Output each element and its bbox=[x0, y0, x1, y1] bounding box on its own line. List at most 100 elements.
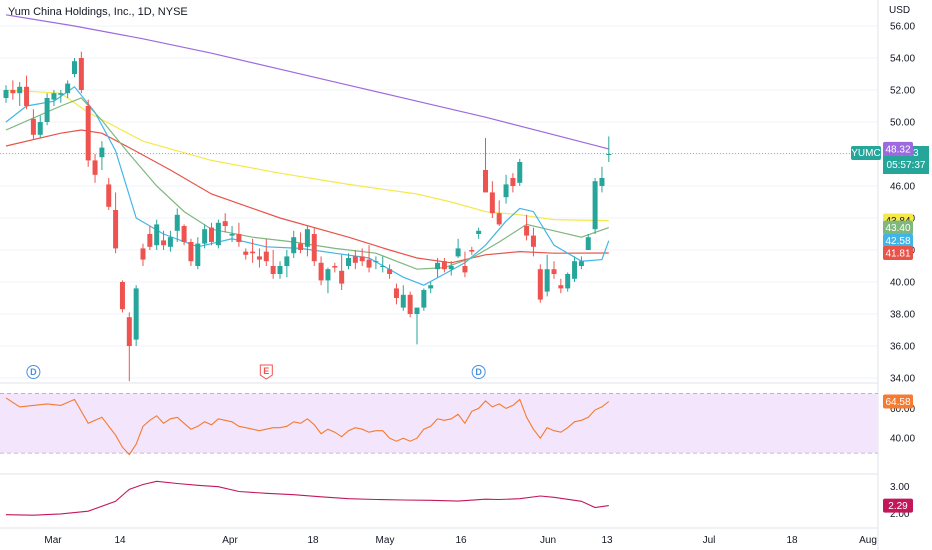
candle[interactable] bbox=[37, 115, 43, 138]
candle-body[interactable] bbox=[544, 269, 550, 292]
candle-body[interactable] bbox=[435, 262, 441, 270]
candle[interactable] bbox=[195, 237, 201, 270]
candle[interactable] bbox=[448, 261, 454, 276]
candle-body[interactable] bbox=[181, 226, 187, 242]
candle[interactable] bbox=[256, 248, 262, 268]
candle-body[interactable] bbox=[352, 256, 358, 263]
candle[interactable] bbox=[99, 141, 105, 170]
candle-body[interactable] bbox=[37, 122, 43, 135]
candle[interactable] bbox=[10, 80, 16, 100]
candle-body[interactable] bbox=[469, 250, 475, 252]
candle-body[interactable] bbox=[113, 210, 119, 249]
candle[interactable] bbox=[537, 264, 543, 303]
candle[interactable] bbox=[181, 224, 187, 246]
candle-body[interactable] bbox=[339, 270, 345, 284]
candle-body[interactable] bbox=[455, 248, 461, 257]
candle[interactable] bbox=[599, 166, 605, 193]
candles[interactable] bbox=[3, 51, 612, 382]
candle-body[interactable] bbox=[428, 285, 434, 289]
candle-body[interactable] bbox=[24, 86, 30, 106]
candle-body[interactable] bbox=[503, 184, 509, 198]
candle[interactable] bbox=[51, 90, 57, 106]
earnings-marker[interactable]: E bbox=[259, 364, 273, 380]
candle[interactable] bbox=[441, 258, 447, 273]
candle[interactable] bbox=[428, 282, 434, 294]
candle-body[interactable] bbox=[209, 227, 214, 242]
candle[interactable] bbox=[243, 248, 249, 260]
candle-body[interactable] bbox=[10, 90, 16, 94]
candle-body[interactable] bbox=[119, 282, 125, 310]
candle-body[interactable] bbox=[92, 160, 98, 175]
candle-body[interactable] bbox=[517, 162, 523, 183]
candle[interactable] bbox=[24, 75, 30, 110]
candle[interactable] bbox=[524, 214, 530, 241]
candle[interactable] bbox=[585, 234, 591, 250]
candle-body[interactable] bbox=[270, 266, 276, 274]
dividend-marker[interactable]: D bbox=[26, 365, 41, 379]
candle-body[interactable] bbox=[250, 251, 256, 254]
candle-body[interactable] bbox=[277, 266, 283, 274]
candle[interactable] bbox=[387, 264, 393, 279]
candle-body[interactable] bbox=[58, 93, 64, 95]
candle[interactable] bbox=[304, 226, 310, 257]
candle-body[interactable] bbox=[400, 294, 406, 308]
candle[interactable] bbox=[311, 227, 317, 266]
candle[interactable] bbox=[167, 230, 173, 252]
candle-body[interactable] bbox=[578, 261, 584, 266]
candle[interactable] bbox=[236, 222, 242, 247]
candle[interactable] bbox=[3, 85, 9, 103]
candle-body[interactable] bbox=[263, 251, 269, 262]
candle[interactable] bbox=[215, 219, 221, 249]
candle[interactable] bbox=[229, 226, 235, 242]
candle[interactable] bbox=[407, 291, 413, 318]
candle[interactable] bbox=[496, 200, 502, 226]
candle-body[interactable] bbox=[421, 290, 427, 308]
candle[interactable] bbox=[140, 243, 146, 266]
candle[interactable] bbox=[44, 93, 50, 126]
candle-body[interactable] bbox=[140, 248, 146, 260]
candle[interactable] bbox=[435, 258, 441, 278]
candle-body[interactable] bbox=[585, 237, 591, 250]
candle-body[interactable] bbox=[154, 224, 160, 246]
candle[interactable] bbox=[503, 174, 509, 204]
candle-body[interactable] bbox=[3, 90, 9, 98]
candle-body[interactable] bbox=[256, 256, 262, 260]
candle[interactable] bbox=[530, 227, 536, 257]
candle[interactable] bbox=[78, 51, 84, 94]
candle[interactable] bbox=[455, 238, 461, 258]
candle-body[interactable] bbox=[599, 178, 605, 186]
candle-body[interactable] bbox=[126, 317, 132, 346]
candle-body[interactable] bbox=[606, 154, 612, 155]
candle-body[interactable] bbox=[30, 118, 36, 135]
candle-body[interactable] bbox=[359, 256, 365, 262]
candle[interactable] bbox=[154, 219, 160, 250]
candle[interactable] bbox=[366, 245, 372, 273]
candle[interactable] bbox=[517, 158, 523, 186]
candle[interactable] bbox=[352, 250, 358, 270]
candle[interactable] bbox=[476, 227, 482, 239]
candle[interactable] bbox=[421, 288, 427, 311]
candle-body[interactable] bbox=[188, 242, 194, 262]
candle-body[interactable] bbox=[510, 178, 516, 186]
candle-body[interactable] bbox=[78, 58, 84, 90]
candle-body[interactable] bbox=[161, 240, 167, 246]
candle[interactable] bbox=[291, 230, 297, 258]
candle-body[interactable] bbox=[448, 266, 454, 270]
candle-body[interactable] bbox=[222, 221, 228, 226]
candle[interactable] bbox=[393, 283, 399, 305]
candle[interactable] bbox=[462, 251, 468, 278]
candle[interactable] bbox=[106, 178, 112, 210]
candle[interactable] bbox=[380, 256, 386, 273]
candle-body[interactable] bbox=[551, 269, 557, 274]
time-axis[interactable]: Mar 14 Apr 18 May 16 Jun 13 Jul 18 Aug bbox=[0, 527, 878, 546]
candle-body[interactable] bbox=[387, 269, 393, 274]
candle-body[interactable] bbox=[592, 181, 598, 230]
candle[interactable] bbox=[263, 238, 269, 266]
candle-body[interactable] bbox=[496, 213, 502, 225]
candle-body[interactable] bbox=[537, 269, 543, 300]
candle[interactable] bbox=[469, 246, 475, 255]
candle-body[interactable] bbox=[202, 229, 208, 244]
candle-body[interactable] bbox=[65, 83, 71, 94]
candle-body[interactable] bbox=[414, 307, 420, 314]
